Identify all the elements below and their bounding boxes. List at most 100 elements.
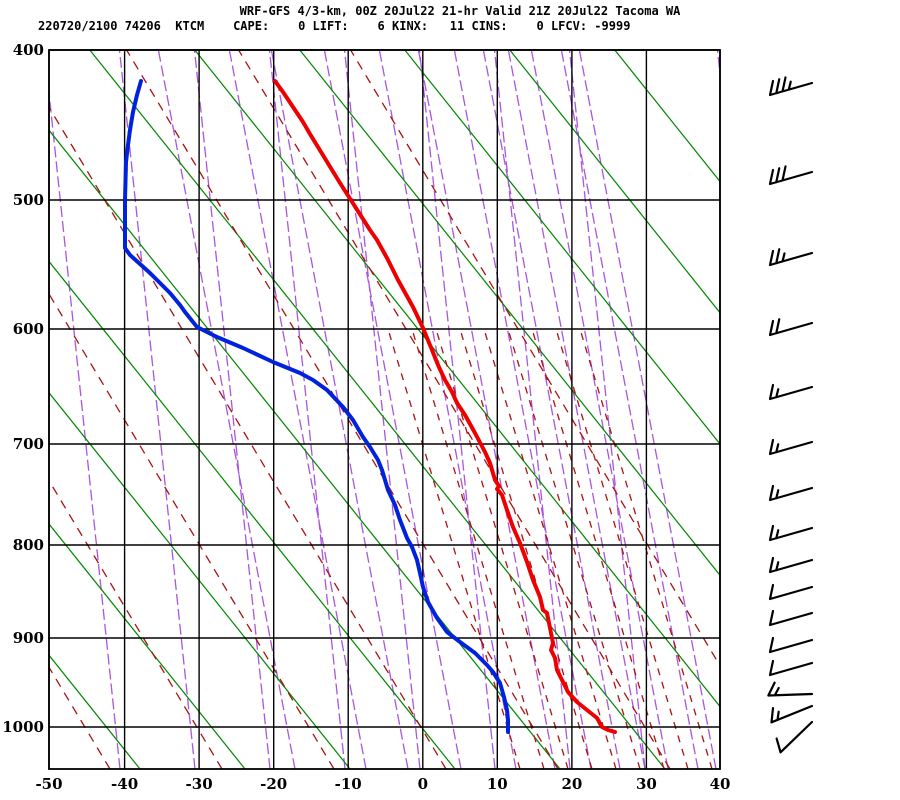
pressure-axis-label: 900 <box>13 629 44 647</box>
mixing-ratio-line <box>530 50 669 769</box>
mixing-ratio-lower-line <box>531 330 665 769</box>
wind-barb-glyph <box>768 583 814 601</box>
axis-labels: 400 500 600 700 800 900 1000 -50 -40 -30 -20 -10 0 10… <box>2 41 730 793</box>
wind-barb-glyph <box>768 165 814 186</box>
station-indices-line: 220720/2100 74206 KTCM CAPE: 0 LIFT: 6 K… <box>38 19 631 33</box>
dry-adiabat-line <box>49 129 561 769</box>
mixing-ratio-line <box>270 50 409 769</box>
wind-barb <box>768 318 814 337</box>
temperature-axis-label: -50 <box>35 775 62 793</box>
wind-barb-glyph <box>768 248 814 267</box>
mixing-ratio-line <box>378 50 517 769</box>
dry-adiabat-line <box>299 50 720 577</box>
wind-barb-glyph <box>768 76 814 97</box>
isotherm-line <box>268 50 346 769</box>
mixing-ratio-line <box>417 50 556 769</box>
pressure-axis-label: 700 <box>13 435 44 453</box>
moist-adiabat-line <box>49 292 335 769</box>
mixing-ratio-line <box>323 50 462 769</box>
dry-adiabat-line <box>89 50 666 769</box>
wind-barb-glyph <box>768 438 814 456</box>
isotherm-line <box>343 50 421 769</box>
wind-barb-glyph <box>768 556 814 574</box>
wind-barb-glyph <box>768 609 814 627</box>
wind-barb <box>768 438 814 456</box>
mixing-ratio-lower-line <box>411 330 545 769</box>
wind-barb <box>768 636 814 654</box>
mixing-ratio-line <box>228 50 367 769</box>
temperature-axis-label: -30 <box>186 775 213 793</box>
wind-barb-glyph <box>767 681 814 697</box>
mixing-ratio-lower-line <box>387 330 521 769</box>
mixing-ratio-lower-line <box>507 330 641 769</box>
pressure-axis-label: 600 <box>13 320 44 338</box>
moist-adiabat-line <box>238 50 671 769</box>
temperature-axis-label: -10 <box>335 775 362 793</box>
dry-adiabat-line <box>0 50 35 769</box>
wind-barb <box>768 383 814 401</box>
temperature-axis-label: -40 <box>111 775 138 793</box>
wind-barb-glyph <box>775 720 814 754</box>
temperature-axis-label: 30 <box>636 775 657 793</box>
temperature-axis-label: 10 <box>487 775 508 793</box>
wind-barb <box>768 248 814 267</box>
moist-adiabat-line <box>49 666 111 769</box>
mixing-ratio-line <box>453 50 592 769</box>
isotherm-line <box>716 50 720 80</box>
moist-adiabat-line <box>49 479 223 769</box>
plot-frame <box>48 49 721 770</box>
chart-title: WRF-GFS 4/3-km, 00Z 20Jul22 21-hr Valid … <box>239 4 681 18</box>
isotherm-line-group <box>49 50 720 769</box>
temperature-axis-label: 0 <box>418 775 428 793</box>
wind-barb <box>767 681 814 697</box>
mixing-ratio-line <box>560 50 699 769</box>
temperature-curve <box>273 79 617 734</box>
wind-barb <box>775 720 814 754</box>
wind-barb-glyph <box>770 704 814 724</box>
dry-adiabat-line <box>49 391 351 769</box>
pressure-axis-label: 800 <box>13 536 44 554</box>
mixing-ratio-line <box>482 50 621 769</box>
temperature-axis-label: -20 <box>260 775 287 793</box>
moist-adiabat-line <box>126 50 559 769</box>
dry-adiabat-line <box>194 50 720 708</box>
temperature-axis-label: 40 <box>710 775 731 793</box>
wind-barb <box>770 704 814 724</box>
wind-barb <box>768 609 814 627</box>
pressure-axis-label: 400 <box>13 41 44 59</box>
wind-barb-glyph <box>768 318 814 337</box>
dry-adiabat-line <box>49 260 456 769</box>
isotherm-line <box>193 50 271 769</box>
wind-barb-glyph <box>768 484 814 502</box>
grid-group <box>48 49 721 770</box>
wind-barb <box>768 165 814 186</box>
dry-adiabat-line <box>614 50 720 183</box>
dry-adiabat-line <box>49 523 246 769</box>
moist-adiabat-line-group <box>49 50 720 769</box>
moist-adiabat-line <box>49 106 447 769</box>
dry-adiabat-line <box>509 50 720 314</box>
wind-barb-glyph <box>768 524 814 542</box>
isotherm-line <box>118 50 196 769</box>
mixing-ratio-line-group <box>157 50 717 769</box>
dry-adiabat-line-group <box>0 50 720 769</box>
temperature-axis-label: 20 <box>561 775 582 793</box>
wind-barb-column <box>767 76 814 754</box>
pressure-axis-label: 1000 <box>2 718 44 736</box>
isotherm-line <box>568 50 646 769</box>
mixing-ratio-lower-line-group <box>387 330 713 769</box>
wind-barb <box>768 556 814 574</box>
mixing-ratio-line <box>507 50 646 769</box>
wind-barb <box>768 583 814 601</box>
pressure-axis-label: 500 <box>13 191 44 209</box>
wind-barb <box>768 659 814 677</box>
isotherm-line <box>49 86 121 769</box>
dry-adiabat-line <box>404 50 720 445</box>
dewpoint-curve <box>123 79 510 734</box>
wind-barb <box>768 76 814 97</box>
wind-barb <box>768 484 814 502</box>
isotherm-line <box>418 50 496 769</box>
isotherm-line <box>493 50 571 769</box>
